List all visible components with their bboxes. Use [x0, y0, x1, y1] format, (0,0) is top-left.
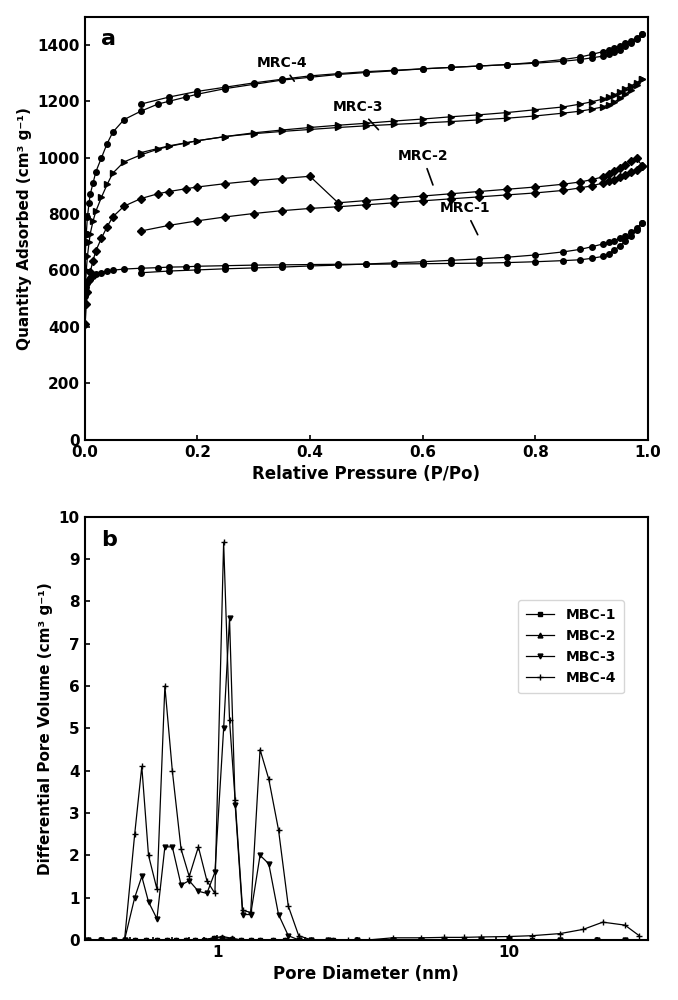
Y-axis label: Quantity Adsorbed (cm³ g⁻¹): Quantity Adsorbed (cm³ g⁻¹): [17, 107, 32, 350]
Text: MRC-1: MRC-1: [439, 201, 490, 235]
X-axis label: Pore Diameter (nm): Pore Diameter (nm): [273, 965, 459, 983]
Text: MRC-3: MRC-3: [332, 100, 383, 130]
Text: MRC-4: MRC-4: [256, 56, 307, 81]
Text: a: a: [102, 29, 117, 49]
Legend: MBC-1, MBC-2, MBC-3, MBC-4: MBC-1, MBC-2, MBC-3, MBC-4: [518, 600, 624, 693]
X-axis label: Relative Pressure (P/Po): Relative Pressure (P/Po): [252, 465, 480, 483]
Y-axis label: Differential Pore Volume (cm³ g⁻¹): Differential Pore Volume (cm³ g⁻¹): [38, 582, 53, 875]
Text: b: b: [102, 530, 117, 550]
Text: MRC-2: MRC-2: [397, 149, 448, 185]
